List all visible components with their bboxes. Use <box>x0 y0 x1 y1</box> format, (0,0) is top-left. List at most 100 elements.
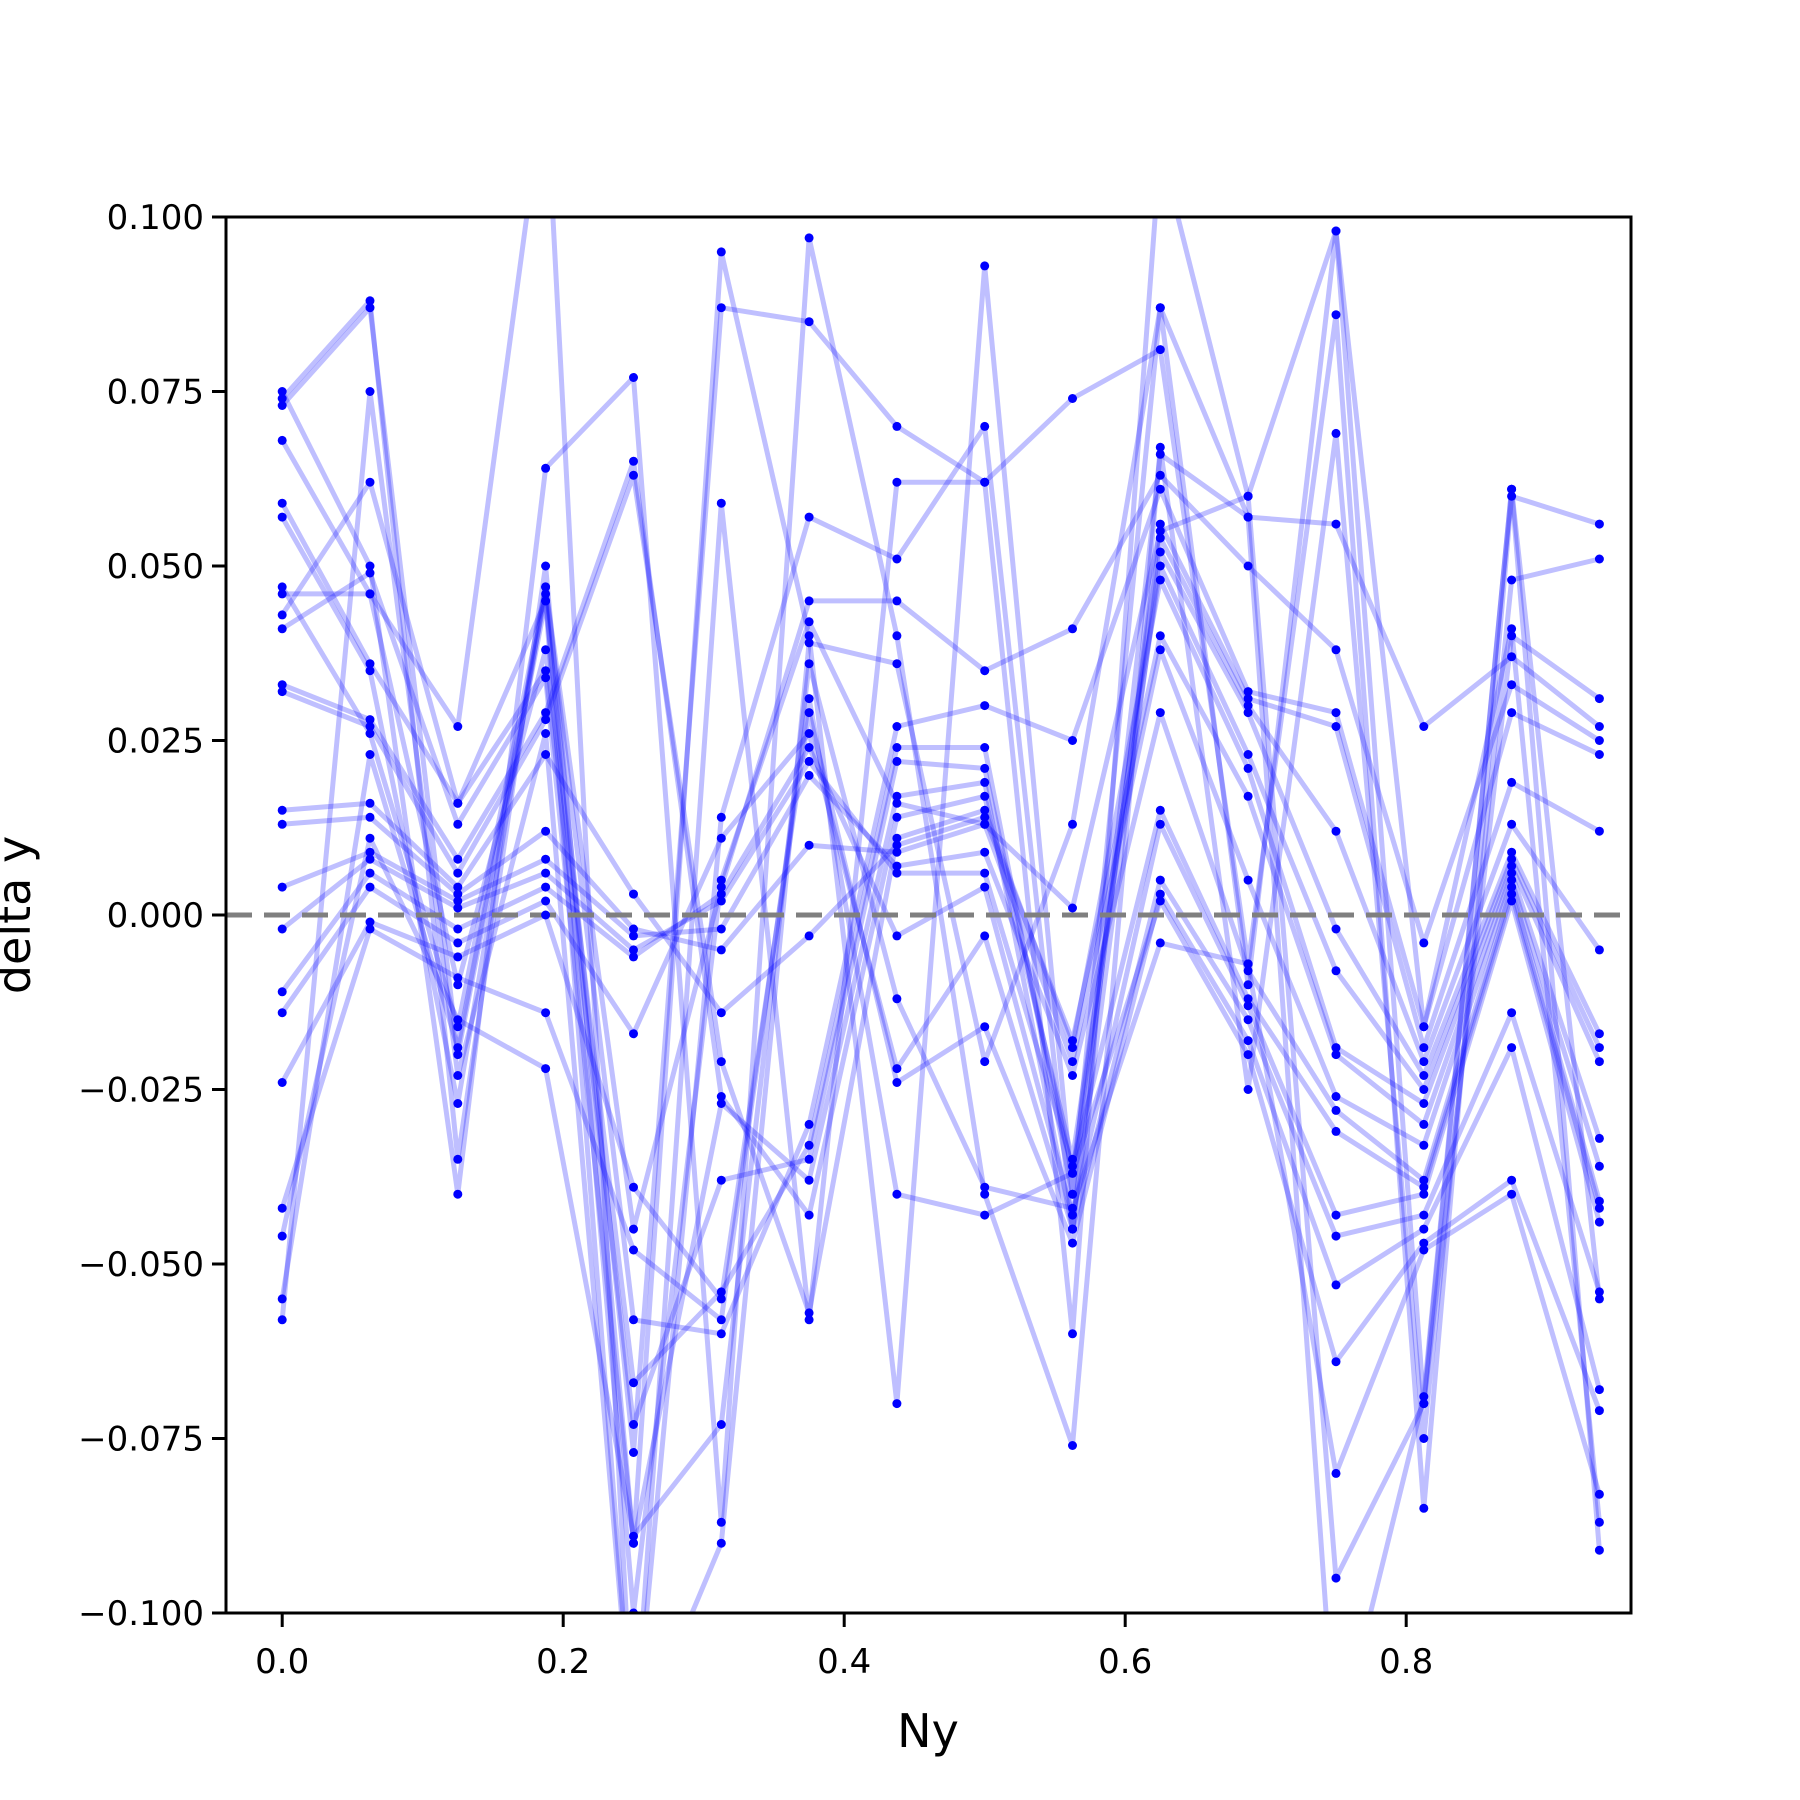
data-point <box>980 666 990 676</box>
data-point <box>1068 1224 1077 1234</box>
data-point <box>1419 1022 1429 1032</box>
data-point <box>892 477 902 487</box>
data-point <box>365 296 375 306</box>
data-point <box>453 952 463 962</box>
data-point <box>1419 1099 1429 1108</box>
series-line <box>280 731 1602 1293</box>
data-point <box>804 770 814 780</box>
data-point <box>1068 1238 1077 1248</box>
data-point <box>1507 896 1517 906</box>
data-point <box>804 512 814 522</box>
data-point <box>716 247 726 257</box>
y-tick-label: −0.100 <box>78 1594 204 1634</box>
data-point <box>1594 1545 1604 1555</box>
data-point <box>1507 1008 1517 1018</box>
data-point <box>1507 1189 1517 1199</box>
data-point <box>453 798 463 808</box>
data-point <box>1331 1126 1341 1136</box>
data-point <box>1155 575 1165 585</box>
data-point <box>453 938 463 948</box>
data-point <box>1331 645 1341 655</box>
data-point <box>453 1015 463 1025</box>
data-point <box>716 1294 726 1304</box>
data-point <box>629 373 638 382</box>
data-point <box>277 589 287 599</box>
data-point <box>1594 826 1604 836</box>
data-point <box>892 994 902 1004</box>
data-point <box>1594 1057 1604 1067</box>
data-point <box>1594 750 1604 759</box>
data-point <box>1068 736 1077 745</box>
data-point <box>716 896 726 906</box>
data-point <box>1068 1071 1077 1080</box>
data-point <box>980 421 990 431</box>
data-point <box>804 233 814 243</box>
data-point <box>629 889 638 899</box>
data-point <box>1507 680 1517 690</box>
data-point <box>716 833 726 843</box>
data-point <box>453 980 463 990</box>
data-point <box>1594 694 1604 704</box>
data-point <box>1331 1280 1341 1290</box>
series-line <box>280 228 1602 1546</box>
series-line <box>280 472 1601 1232</box>
x-axis-label: Ny <box>897 1704 959 1758</box>
data-point <box>1507 777 1517 787</box>
data-point <box>1507 819 1517 829</box>
data-point <box>716 945 726 955</box>
data-point <box>1243 750 1253 759</box>
data-point <box>1507 854 1517 864</box>
data-point <box>1243 1015 1253 1025</box>
data-point <box>453 882 463 892</box>
data-point <box>541 1008 551 1018</box>
data-point <box>1507 861 1517 871</box>
data-point <box>365 847 375 857</box>
data-point <box>277 687 287 697</box>
data-point <box>1419 1238 1429 1248</box>
data-point <box>1507 847 1517 857</box>
data-point <box>892 631 902 641</box>
y-axis-label: delta y <box>0 836 41 994</box>
series-line <box>280 710 1602 1391</box>
data-point <box>1068 1189 1077 1199</box>
data-point <box>1243 980 1253 990</box>
data-point <box>716 1538 726 1548</box>
data-point <box>365 924 375 934</box>
y-tick-label: 0.000 <box>107 896 204 936</box>
data-point <box>365 798 375 808</box>
data-point <box>365 854 375 864</box>
data-point <box>1068 819 1077 829</box>
data-point <box>1331 1468 1341 1478</box>
data-point <box>1243 994 1253 1004</box>
data-point <box>804 317 814 327</box>
data-point <box>1243 1001 1253 1011</box>
series-line <box>281 710 1602 1202</box>
data-point <box>365 568 375 578</box>
data-point <box>804 840 814 850</box>
data-point <box>453 1022 463 1032</box>
data-point <box>541 582 551 592</box>
x-tick-label: 0.0 <box>255 1642 309 1682</box>
data-point <box>1594 1203 1604 1213</box>
x-tick-label: 0.8 <box>1379 1642 1433 1682</box>
data-point <box>453 722 463 731</box>
data-point <box>980 805 990 815</box>
data-point <box>980 1182 990 1192</box>
data-point <box>1155 631 1165 641</box>
data-point <box>365 303 375 313</box>
data-point <box>365 833 375 843</box>
points-layer <box>277 73 1604 1613</box>
data-point <box>541 73 550 82</box>
x-tick-label: 0.4 <box>817 1642 871 1682</box>
data-point <box>629 1182 638 1192</box>
series-line <box>280 549 1602 1546</box>
data-point <box>365 722 375 731</box>
data-point <box>277 394 287 403</box>
data-point <box>541 596 551 606</box>
y-tick-label: −0.025 <box>78 1071 204 1111</box>
data-point <box>980 819 990 829</box>
data-point <box>277 987 287 997</box>
data-point <box>716 1315 726 1325</box>
data-point <box>716 1092 726 1101</box>
